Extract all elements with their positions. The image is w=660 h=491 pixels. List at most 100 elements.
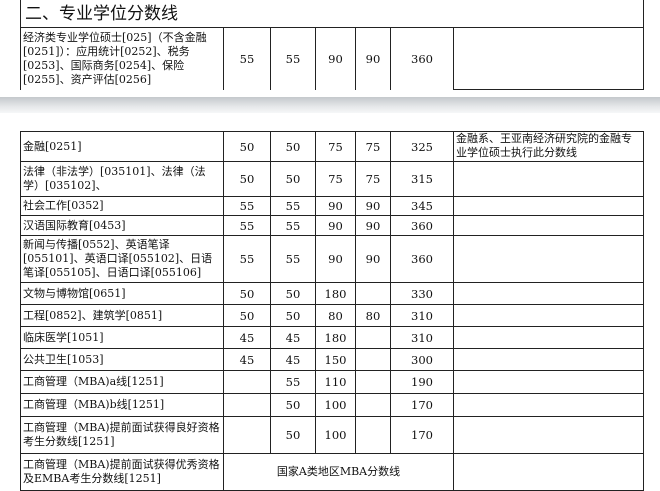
score-subject-1: 90 xyxy=(315,235,356,283)
score-subject-2 xyxy=(355,416,391,454)
note xyxy=(453,453,644,491)
table-row: 汉语国际教育[0453] 55 55 90 90 360 xyxy=(20,215,644,236)
score-subject-1: 90 xyxy=(315,215,356,236)
score-total: 325 xyxy=(390,131,454,162)
score-foreign-language: 50 xyxy=(270,282,316,305)
note xyxy=(453,215,644,236)
score-politics: 50 xyxy=(223,131,271,162)
note xyxy=(453,235,644,283)
score-subject-1: 110 xyxy=(315,370,356,394)
score-politics xyxy=(223,370,271,394)
note: 金融系、王亚南经济研究院的金融专业学位硕士执行此分数线 xyxy=(453,131,644,162)
score-subject-1: 100 xyxy=(315,393,356,417)
score-table: 金融[0251] 50 50 75 75 325 金融系、王亚南经济研究院的金融专业学位硕士… xyxy=(20,131,644,491)
score-subject-2: 90 xyxy=(355,235,391,283)
section-title: 二、专业学位分数线 xyxy=(20,0,644,28)
score-subject-2: 90 xyxy=(355,196,391,216)
score-foreign-language: 50 xyxy=(270,304,316,327)
page-separator xyxy=(0,97,660,113)
note xyxy=(453,161,644,197)
program-name: 工商管理（MBA)a线[1251] xyxy=(20,370,224,394)
score-subject-2: 75 xyxy=(355,131,391,162)
score-foreign-language: 55 xyxy=(270,370,316,394)
table-row: 新闻与传播[0552]、英语笔译[055101]、英语口译[055102]、日语… xyxy=(20,235,644,283)
table-row: 金融[0251] 50 50 75 75 325 金融系、王亚南经济研究院的金融专业学位硕士… xyxy=(20,131,644,162)
score-subject-2 xyxy=(355,282,391,305)
program-name: 临床医学[1051] xyxy=(20,326,224,349)
program-name: 汉语国际教育[0453] xyxy=(20,215,224,236)
score-total: 300 xyxy=(390,348,454,371)
note xyxy=(453,326,644,349)
score-subject-2: 80 xyxy=(355,304,391,327)
program-name: 工商管理（MBA)提前面试获得优秀资格及EMBA考生分数线[1251] xyxy=(20,453,224,491)
score-total: 315 xyxy=(390,161,454,197)
program-name: 社会工作[0352] xyxy=(20,196,224,216)
score-total: 310 xyxy=(390,304,454,327)
score-foreign-language: 55 xyxy=(270,235,316,283)
score-subject-1: 80 xyxy=(315,304,356,327)
program-name: 文物与博物馆[0651] xyxy=(20,282,224,305)
score-foreign-language: 50 xyxy=(270,393,316,417)
score-foreign-language: 50 xyxy=(270,131,316,162)
score-subject-1: 90 xyxy=(315,27,356,90)
score-subject-2 xyxy=(355,393,391,417)
score-total: 190 xyxy=(390,370,454,394)
top-score-table: 二、专业学位分数线 经济类专业学位硕士[025]（不含金融[0251]）：应用统… xyxy=(20,0,644,90)
program-name: 工程[0852]、建筑学[0851] xyxy=(20,304,224,327)
table-row: 工程[0852]、建筑学[0851] 50 50 80 80 310 xyxy=(20,304,644,327)
score-politics xyxy=(223,393,271,417)
score-subject-1: 180 xyxy=(315,282,356,305)
score-foreign-language: 45 xyxy=(270,348,316,371)
note xyxy=(453,370,644,394)
score-subject-2: 75 xyxy=(355,161,391,197)
program-name: 工商管理（MBA)b线[1251] xyxy=(20,393,224,417)
table-row: 工商管理（MBA)提前面试获得优秀资格及EMBA考生分数线[1251] 国家A类地… xyxy=(20,453,644,491)
score-total: 360 xyxy=(390,27,454,90)
score-subject-2: 90 xyxy=(355,215,391,236)
score-total: 345 xyxy=(390,196,454,216)
program-name: 公共卫生[1053] xyxy=(20,348,224,371)
table-row: 经济类专业学位硕士[025]（不含金融[0251]）：应用统计[0252]、税务… xyxy=(20,27,644,90)
score-subject-1: 180 xyxy=(315,326,356,349)
score-foreign-language: 55 xyxy=(270,215,316,236)
note xyxy=(453,196,644,216)
score-politics: 50 xyxy=(223,304,271,327)
score-foreign-language: 50 xyxy=(270,161,316,197)
score-politics: 55 xyxy=(223,27,271,90)
table-row: 文物与博物馆[0651] 50 50 180 330 xyxy=(20,282,644,305)
note xyxy=(453,27,644,90)
note xyxy=(453,304,644,327)
score-subject-2 xyxy=(355,348,391,371)
score-total: 360 xyxy=(390,215,454,236)
score-politics: 55 xyxy=(223,235,271,283)
score-politics xyxy=(223,416,271,454)
note xyxy=(453,348,644,371)
program-name: 经济类专业学位硕士[025]（不含金融[0251]）：应用统计[0252]、税务… xyxy=(20,27,224,90)
table-row: 工商管理（MBA)b线[1251] 50 100 170 xyxy=(20,393,644,417)
score-politics: 50 xyxy=(223,161,271,197)
score-subject-1: 75 xyxy=(315,131,356,162)
score-politics: 45 xyxy=(223,326,271,349)
note xyxy=(453,282,644,305)
score-subject-2 xyxy=(355,370,391,394)
program-name: 工商管理（MBA)提前面试获得良好资格考生分数线[1251] xyxy=(20,416,224,454)
score-total: 310 xyxy=(390,326,454,349)
table-row: 临床医学[1051] 45 45 180 310 xyxy=(20,326,644,349)
program-name: 金融[0251] xyxy=(20,131,224,162)
score-politics: 55 xyxy=(223,196,271,216)
program-name: 法律（非法学）[035101]、法律（法学）[035102]、 xyxy=(20,161,224,197)
table-row: 社会工作[0352] 55 55 90 90 345 xyxy=(20,196,644,216)
score-politics: 50 xyxy=(223,282,271,305)
score-subject-2: 90 xyxy=(355,27,391,90)
score-politics: 55 xyxy=(223,215,271,236)
score-total: 360 xyxy=(390,235,454,283)
score-foreign-language: 55 xyxy=(270,196,316,216)
score-subject-1: 100 xyxy=(315,416,356,454)
score-total: 170 xyxy=(390,393,454,417)
score-subject-2 xyxy=(355,326,391,349)
score-total: 170 xyxy=(390,416,454,454)
table-row: 工商管理（MBA)a线[1251] 55 110 190 xyxy=(20,370,644,394)
score-subject-1: 75 xyxy=(315,161,356,197)
score-foreign-language: 45 xyxy=(270,326,316,349)
merged-score-note: 国家A类地区MBA分数线 xyxy=(223,453,454,491)
